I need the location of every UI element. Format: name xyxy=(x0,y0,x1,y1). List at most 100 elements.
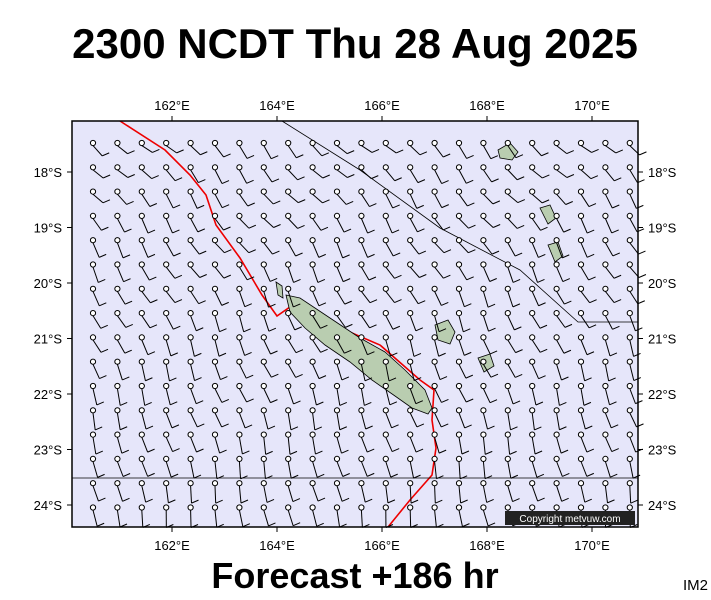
barb-staff xyxy=(116,412,121,430)
barb-station xyxy=(553,139,560,147)
barb-station xyxy=(211,504,219,511)
barb-staff xyxy=(263,291,269,308)
barb-station xyxy=(89,285,97,292)
barb-station xyxy=(529,139,536,147)
barb-station xyxy=(553,504,560,511)
barb-flag xyxy=(219,328,227,333)
barb-station xyxy=(602,188,609,195)
barb-station xyxy=(553,382,560,390)
barb-staff xyxy=(531,339,541,353)
barb-station xyxy=(407,407,414,414)
barb-staff xyxy=(556,218,565,233)
barb-station xyxy=(382,237,389,244)
barb-staff xyxy=(214,388,223,403)
barb-staff xyxy=(482,169,493,183)
lon-label: 164°E xyxy=(259,98,295,113)
barb-staff xyxy=(531,242,539,258)
barb-station xyxy=(285,480,292,487)
barb-staff xyxy=(165,388,171,405)
barb-flag xyxy=(612,252,621,257)
barb-staff xyxy=(263,218,274,228)
barb-station xyxy=(138,504,145,511)
barb-station xyxy=(577,382,585,390)
barb-flag xyxy=(609,401,617,406)
barb-station xyxy=(187,334,194,341)
barb-flag xyxy=(322,174,330,179)
barb-flag xyxy=(586,351,595,356)
barb-station xyxy=(431,504,438,511)
barb-station xyxy=(529,455,536,462)
barb-flag xyxy=(538,375,546,380)
barb-staff xyxy=(263,364,272,378)
barb-flag xyxy=(584,498,592,503)
barb-staff xyxy=(409,218,418,233)
barb-station xyxy=(333,431,341,438)
barb-station xyxy=(455,382,463,390)
barb-flag xyxy=(243,328,251,333)
barb-flag xyxy=(172,204,181,209)
barb-station xyxy=(89,407,97,414)
barb-flag xyxy=(292,498,301,503)
barb-flag xyxy=(246,374,254,379)
barb-station xyxy=(333,285,341,292)
lon-label: 162°E xyxy=(154,98,190,113)
barb-flag xyxy=(321,152,330,157)
barb-station xyxy=(358,188,365,195)
barb-station xyxy=(480,334,487,341)
barb-staff xyxy=(336,242,344,259)
barb-station xyxy=(504,431,511,438)
barb-flag xyxy=(369,324,377,329)
barb-station xyxy=(114,431,121,438)
barb-staff xyxy=(556,193,567,205)
barb-staff xyxy=(263,388,271,403)
barb-staff xyxy=(263,169,273,183)
barb-station xyxy=(529,504,536,511)
barb-staff xyxy=(629,193,637,209)
barb-staff xyxy=(165,218,173,234)
barb-staff xyxy=(409,266,420,278)
barb-flag xyxy=(223,274,231,279)
barb-flag xyxy=(296,154,304,159)
barb-flag xyxy=(216,475,225,480)
barb-staff xyxy=(409,242,420,255)
barb-flag xyxy=(462,523,470,528)
barb-station xyxy=(602,382,609,390)
barb-flag xyxy=(322,199,330,204)
barb-staff xyxy=(458,339,465,356)
barb-staff xyxy=(556,412,560,430)
barb-flag xyxy=(538,302,546,307)
barb-staff xyxy=(287,339,297,353)
barb-station xyxy=(358,261,365,268)
barb-station xyxy=(504,164,511,171)
barb-flag xyxy=(166,524,174,528)
barb-staff xyxy=(556,145,568,154)
barb-station xyxy=(602,164,609,171)
barb-flag xyxy=(487,303,496,308)
barb-station xyxy=(211,382,219,390)
barb-station xyxy=(626,382,633,390)
barb-staff xyxy=(531,266,538,283)
barb-station xyxy=(163,310,170,317)
barb-staff xyxy=(214,315,220,332)
islands xyxy=(275,142,564,415)
barb-staff xyxy=(556,291,565,305)
barb-flag xyxy=(418,300,426,305)
barb-staff xyxy=(482,266,491,282)
barb-flag xyxy=(367,448,375,453)
barb-station xyxy=(431,358,438,365)
barb-station xyxy=(455,261,463,268)
barb-flag xyxy=(492,200,501,205)
barb-station xyxy=(455,431,463,438)
barb-station xyxy=(333,407,341,414)
barb-staff xyxy=(385,412,393,429)
barb-station xyxy=(626,504,633,511)
barb-flag xyxy=(240,499,249,504)
barb-staff xyxy=(434,145,444,158)
barb-staff xyxy=(336,364,343,381)
barb-flag xyxy=(392,204,400,209)
barb-staff xyxy=(458,485,462,504)
barb-flag xyxy=(633,352,641,357)
barb-station xyxy=(455,334,463,341)
barb-flag xyxy=(369,203,377,207)
barb-flag xyxy=(586,229,595,234)
